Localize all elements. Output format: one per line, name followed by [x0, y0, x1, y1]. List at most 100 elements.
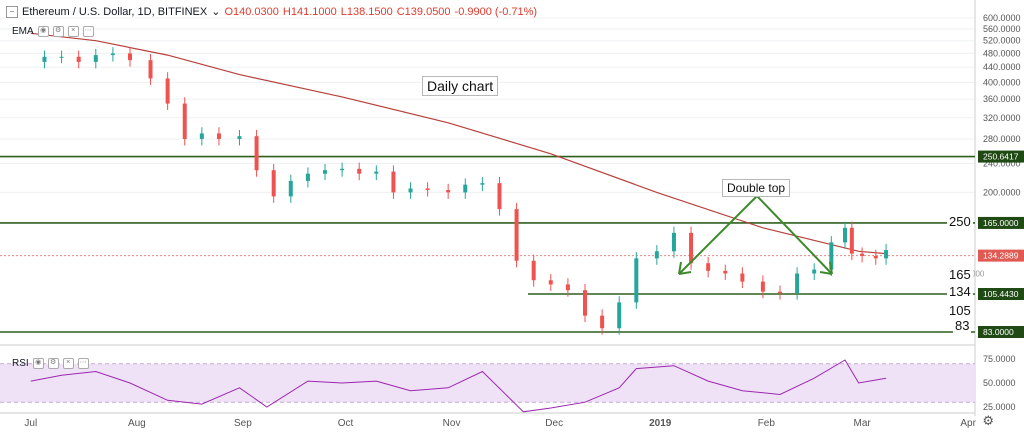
close-icon[interactable]: × — [67, 26, 79, 37]
candle-body — [873, 255, 878, 259]
candle-body — [237, 136, 242, 139]
candle-body — [884, 250, 889, 259]
time-tick-label: Apr — [960, 418, 976, 429]
gear-icon[interactable]: ⚙ — [982, 413, 994, 428]
candle — [634, 252, 639, 309]
ema-line — [30, 32, 887, 255]
double-top-annotation: Double top — [722, 179, 791, 197]
candle-body — [600, 315, 605, 329]
time-tick-label: Jul — [24, 418, 37, 429]
ema-label[interactable]: EMA — [12, 26, 34, 37]
candle-body — [778, 291, 782, 294]
candle-body — [617, 302, 622, 329]
candle — [740, 267, 745, 289]
candle-body — [689, 232, 694, 264]
candle — [860, 247, 865, 263]
candle-body — [425, 188, 430, 191]
candle — [600, 309, 605, 335]
candle — [884, 243, 889, 265]
time-tick-label: Feb — [758, 418, 776, 429]
candle-body — [76, 56, 81, 62]
candle-body — [357, 168, 362, 174]
chart-grid — [0, 0, 976, 416]
double-top-arrows — [678, 195, 833, 275]
candle-body — [849, 227, 854, 254]
candle — [271, 163, 276, 203]
time-tick-label: 2019 — [649, 418, 672, 429]
price-tick-label: 480.0000 — [983, 48, 1021, 58]
double-top-arrow-right — [756, 195, 833, 275]
candle-body — [128, 53, 132, 61]
candle — [42, 50, 47, 69]
candle-body — [723, 270, 728, 274]
candle-body — [323, 170, 327, 174]
candle-body — [148, 60, 153, 79]
candle-body — [199, 133, 204, 139]
time-tick-label: Nov — [443, 418, 461, 429]
minus-square-icon[interactable]: − — [6, 5, 18, 18]
candle — [408, 182, 413, 199]
candle-body — [514, 209, 519, 261]
daily-chart-annotation: Daily chart — [422, 76, 499, 96]
candle-body — [829, 242, 834, 270]
candle-body — [497, 183, 502, 210]
candle — [148, 53, 153, 85]
candle — [128, 47, 132, 67]
candle-body — [59, 56, 64, 58]
candle — [795, 267, 800, 300]
price-tick-label: 360.0000 — [983, 94, 1021, 104]
candle-body — [216, 133, 221, 139]
candle — [671, 226, 676, 258]
candle — [59, 50, 64, 64]
candle — [760, 275, 765, 299]
rsi-line — [30, 359, 887, 413]
price-tag-bg — [978, 249, 1024, 262]
visibility-icon[interactable]: ◉ — [32, 358, 44, 369]
rsi-legend: RSI ◉ ⚙ × ⋯ — [12, 358, 89, 369]
candle-body — [740, 273, 745, 282]
close-icon[interactable]: × — [62, 358, 74, 369]
level-label-250: 250 — [947, 214, 973, 229]
settings-icon[interactable]: ⚙ — [52, 26, 64, 37]
candle-body — [182, 103, 187, 139]
rsi-tick-label: 75.0000 — [983, 354, 1016, 364]
candle-body — [446, 190, 451, 193]
candle — [565, 278, 570, 297]
candle-body — [93, 55, 98, 62]
dropdown-caret-icon[interactable]: ⌄ — [211, 6, 221, 18]
change-value: -0.9900 (-0.71%) — [454, 5, 538, 18]
rsi-tick-label: 50.0000 — [983, 378, 1016, 388]
support-resistance-lines — [0, 155, 975, 333]
candle — [254, 129, 259, 177]
candle-body — [110, 53, 115, 56]
time-axis: Jul Aug Sep Oct Nov Dec 2019 Feb Mar Apr — [0, 412, 977, 429]
visibility-icon[interactable]: ◉ — [37, 26, 49, 37]
double-top-arrow-left — [678, 195, 758, 275]
level-label-134: 134 — [947, 284, 973, 299]
price-tick-label: 240.0000 — [983, 158, 1021, 168]
price-tick-label: 520.0000 — [983, 36, 1021, 46]
candle-body — [654, 251, 659, 259]
candle-body — [254, 136, 259, 171]
symbol-title[interactable]: Ethereum / U.S. Dollar, 1D, BITFINEX — [22, 5, 208, 18]
price-tag-bg — [978, 326, 1024, 338]
more-icon[interactable]: ⋯ — [77, 358, 89, 369]
price-tick-label: 200.0000 — [983, 187, 1021, 197]
candle — [843, 221, 847, 249]
rsi-tick-label: 25.0000 — [983, 402, 1016, 412]
price-tick-label: 400.0000 — [983, 77, 1021, 87]
rsi-label[interactable]: RSI — [12, 358, 29, 369]
price-tick-label: 280.0000 — [983, 134, 1021, 144]
more-icon[interactable]: ⋯ — [82, 26, 94, 37]
candle — [216, 127, 221, 146]
candle-body — [463, 184, 468, 193]
candle — [391, 165, 396, 199]
settings-icon[interactable]: ⚙ — [47, 358, 59, 369]
price-tag-bg — [978, 150, 1024, 163]
candle — [305, 167, 310, 188]
level-label-165: 165 — [947, 267, 973, 282]
candle-body — [860, 253, 865, 256]
candle — [583, 283, 587, 323]
candle-body — [42, 56, 47, 62]
